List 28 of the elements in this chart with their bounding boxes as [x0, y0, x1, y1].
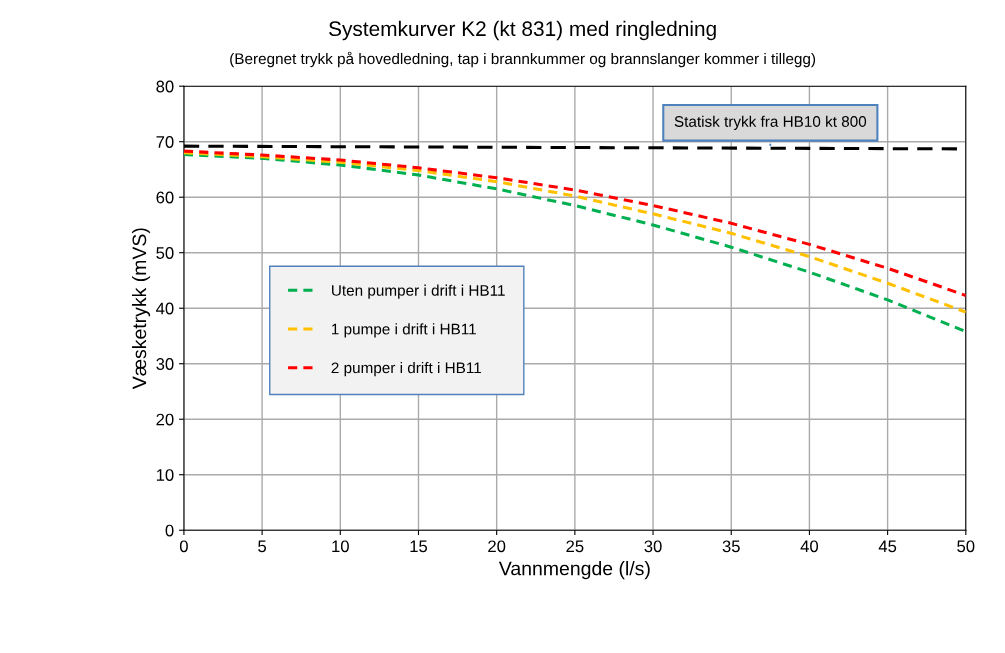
x-tick-label: 45 — [878, 540, 897, 553]
y-tick-label: 20 — [156, 413, 174, 426]
x-tick-label: 40 — [800, 540, 819, 553]
y-tick-label: 10 — [156, 469, 174, 481]
chart-subtitle: (Beregnet trykk på hovedledning, tap i brannkummer og brannslanger kommer i tillegg) — [230, 51, 816, 68]
y-tick-label: 50 — [156, 247, 174, 259]
y-tick-label: 60 — [156, 191, 174, 204]
x-tick-label: 10 — [332, 540, 349, 553]
annotation: Statisk trykk fra HB10 kt 800 — [674, 115, 867, 130]
y-tick-label: 80 — [156, 80, 174, 93]
x-tick-label: 20 — [488, 540, 506, 553]
y-tick-label: 0 — [165, 524, 174, 537]
x-tick-label: 0 — [179, 540, 188, 553]
y-tick-label: 40 — [156, 302, 174, 315]
chart-title: Systemkurver K2 (kt 831) med ringledning — [329, 20, 716, 41]
x-tick-label: 25 — [566, 540, 584, 553]
y-axis-title: Væsketrykk (mVS) — [131, 228, 151, 390]
legend-label: Uten pumper i drift i HB11 — [332, 284, 505, 299]
x-tick-label: 35 — [722, 540, 740, 553]
y-tick-label: 70 — [156, 136, 174, 148]
y-tick-label: 30 — [156, 358, 174, 370]
x-tick-label: 5 — [258, 540, 267, 553]
x-tick-label: 50 — [957, 540, 975, 553]
x-axis-title: Vannmengde (l/s) — [498, 561, 650, 580]
x-tick-label: 15 — [410, 540, 428, 553]
x-tick-label: 30 — [644, 540, 662, 553]
legend-label: 1 pumpe i drift i HB11 — [332, 323, 476, 338]
legend-label: 2 pumper i drift i HB11 — [331, 361, 481, 377]
